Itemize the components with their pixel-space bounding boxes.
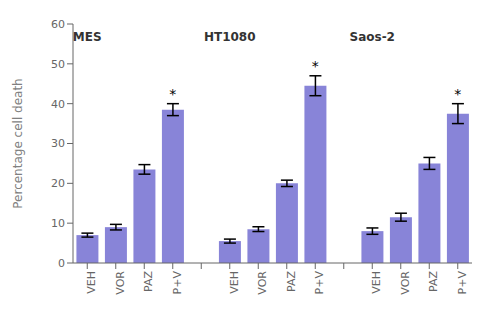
svg-text:MES: MES bbox=[73, 30, 102, 44]
svg-text:50: 50 bbox=[51, 58, 65, 71]
svg-text:30: 30 bbox=[51, 137, 65, 150]
svg-text:HT1080: HT1080 bbox=[204, 30, 256, 44]
svg-text:60: 60 bbox=[51, 18, 65, 31]
svg-text:VEH: VEH bbox=[228, 271, 241, 294]
svg-text:P+V: P+V bbox=[456, 271, 469, 295]
svg-text:*: * bbox=[454, 86, 461, 102]
svg-text:20: 20 bbox=[51, 177, 65, 190]
svg-text:P+V: P+V bbox=[171, 271, 184, 295]
svg-text:VOR: VOR bbox=[114, 271, 127, 295]
svg-text:Saos-2: Saos-2 bbox=[350, 30, 395, 44]
svg-text:Percentage cell death: Percentage cell death bbox=[11, 78, 25, 208]
svg-text:VOR: VOR bbox=[399, 271, 412, 295]
svg-text:P+V: P+V bbox=[313, 271, 326, 295]
svg-text:PAZ: PAZ bbox=[285, 271, 298, 292]
svg-text:0: 0 bbox=[58, 257, 65, 270]
svg-text:10: 10 bbox=[51, 217, 65, 230]
svg-text:VEH: VEH bbox=[370, 271, 383, 294]
svg-text:VEH: VEH bbox=[85, 271, 98, 294]
svg-text:40: 40 bbox=[51, 98, 65, 111]
svg-text:*: * bbox=[169, 86, 176, 102]
svg-text:PAZ: PAZ bbox=[427, 271, 440, 292]
svg-text:*: * bbox=[312, 58, 319, 74]
svg-text:PAZ: PAZ bbox=[142, 271, 155, 292]
svg-text:VOR: VOR bbox=[256, 271, 269, 295]
